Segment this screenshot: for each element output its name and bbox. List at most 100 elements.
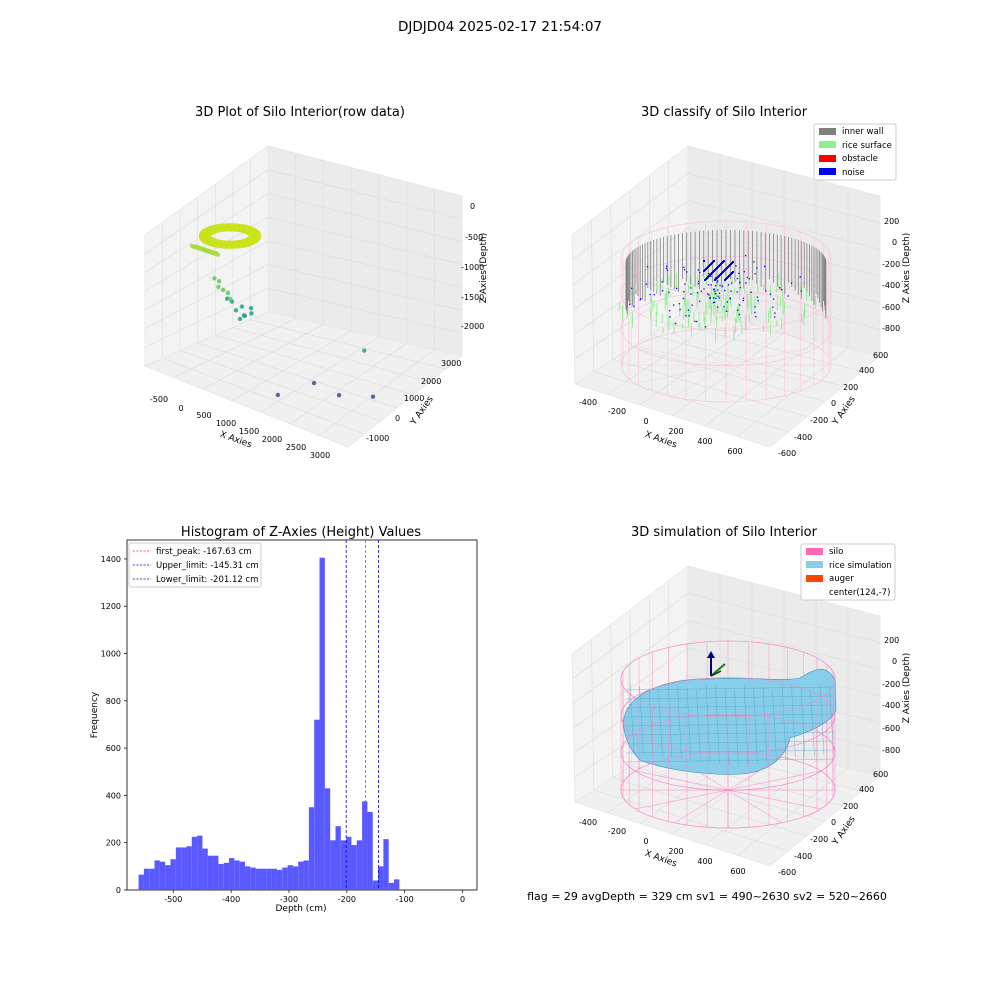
histogram-x-tick-label: -300 [280,895,298,904]
rice-mesh-line [625,713,835,718]
histogram-bar [149,868,155,890]
histogram-bar [260,868,267,890]
raw-gridlines [144,153,463,436]
noise-point [763,265,766,268]
histogram-bar [191,836,198,890]
noise-point [787,295,789,297]
classify-y-tick-labels: -600 -400 -200 0 200 400 600 [778,351,888,458]
raw-x-tick: 1500 [239,427,259,436]
histogram-bar [308,807,315,890]
legend-label-upper-limit: Upper_limit: -145.31 cm [156,561,259,571]
histogram-y-tick-label: 1000 [101,650,121,659]
raw-y-tick: 2000 [421,377,441,386]
simulation-z-tick: -600 [882,724,900,733]
simulation-x-tick: 200 [668,847,683,856]
noise-point [703,260,705,262]
noise-point [720,273,722,275]
histogram-bar [234,860,240,890]
classify-z-tick: 0 [892,238,897,247]
raw-y-tick-labels: -1000 0 1000 2000 3000 [366,359,461,443]
noise-point [765,290,767,292]
classify-x-tick: -400 [579,398,597,407]
histogram-bar [287,865,293,890]
rice-mesh-line [762,687,768,763]
classify-y-tick: 200 [843,383,858,392]
noise-point [731,262,733,264]
histogram-bar [340,840,347,890]
simulation-z-tick: 200 [884,636,899,645]
histogram-y-tick-label: 200 [106,839,121,848]
noise-point [645,283,648,285]
noise-point [748,278,750,280]
histogram-bar [245,866,251,890]
panel-histogram: Histogram of Z-Axies (Height) Values -50… [90,525,478,914]
floor-pane-gridline [162,358,365,435]
simulation-y-tick: -400 [794,852,812,861]
raw-x-tick: 2000 [262,435,282,444]
raw-point [239,304,245,309]
simulation-y-tick-labels: -600 -400 -200 0 200 400 600 [778,770,888,877]
simulation-y-tick: -600 [778,868,796,877]
left-pane-gridline [574,282,689,360]
noise-point [717,295,719,297]
noise-point [673,304,675,306]
histogram-y-axis-label: Frequency [90,691,100,738]
noise-point [724,289,726,292]
noise-point [718,292,721,294]
floor-pane-gridline [215,334,414,396]
floor-pane-gridline [202,324,324,390]
raw-z-tick-labels: 0 -500 -1000 -1500 -2000 [461,202,484,331]
rice-mesh-line [639,685,644,755]
classify-z-tick: -200 [882,260,900,269]
noise-point [709,274,711,276]
rice-mesh-line [686,687,692,761]
classify-x-tick: -200 [608,407,626,416]
histogram-legend: first_peak: -167.63 cm Upper_limit: -145… [128,542,262,588]
noise-point [708,294,710,296]
rice-mesh-line [753,685,758,764]
histogram-bar [298,861,304,890]
raw-y-tick: -1000 [366,434,389,443]
noise-point [696,320,698,323]
raw-point [225,290,231,296]
raw-z-tick: -500 [465,233,483,242]
rice-mesh-line [772,689,777,762]
raw-point [275,392,281,398]
raw-point [362,348,367,353]
noise-point [745,254,747,257]
histogram-y-tick-label: 1200 [101,602,121,611]
noise-point [755,315,757,318]
legend-label-inner-wall: inner wall [842,127,883,137]
rice-mesh-line [819,683,825,756]
legend-label-lower-limit: Lower_limit: -201.12 cm [156,575,258,585]
raw-z-tick: -1500 [461,293,484,302]
noise-point [646,266,649,268]
histogram-bar [223,862,230,890]
raw-y-tick: 0 [395,414,400,423]
simulation-z-tick: 0 [892,657,897,666]
histogram-bar [229,858,235,890]
noise-point [686,271,688,273]
histogram-y-tick-label: 400 [106,791,121,800]
auger-arrow-head [707,651,715,658]
left-pane-gridline [144,169,269,254]
histogram-bar [372,880,379,890]
noise-point [691,304,693,306]
noise-point [699,271,701,274]
raw-x-tick: -500 [150,395,168,404]
noise-point [683,291,685,293]
noise-point [729,297,731,299]
histogram-bar [181,847,187,890]
legend-label-rice-surface: rice surface [842,141,892,151]
noise-point [736,291,738,293]
histogram-bar [346,836,352,890]
histogram-x-axis-label: Depth (cm) [275,904,326,914]
raw-y-tick: 1000 [404,394,424,403]
histogram-bar [218,863,224,890]
simulation-silo-spoke [635,789,729,810]
raw-x-tick-labels: -500 0 500 1000 1500 2000 2500 3000 [150,395,330,460]
noise-point [731,282,733,284]
left-pane-gridline [144,264,269,329]
raw-z-tick: 0 [470,202,475,211]
noise-point [715,278,717,280]
